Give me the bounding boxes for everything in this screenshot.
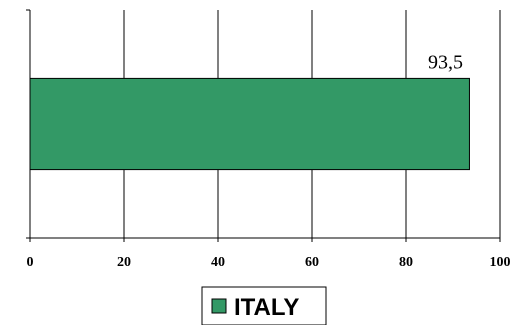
- x-tick-label: 60: [305, 255, 319, 270]
- legend-label: ITALY: [234, 294, 299, 321]
- x-tick-label: 0: [27, 255, 34, 270]
- x-tick-label: 80: [399, 255, 413, 270]
- legend-swatch-italy: [211, 298, 227, 314]
- x-tick-label: 20: [117, 255, 131, 270]
- x-tick-label: 100: [490, 255, 511, 270]
- x-tick-label: 40: [211, 255, 225, 270]
- data-labels: 93,5: [428, 51, 463, 73]
- legend: ITALY: [201, 286, 327, 326]
- x-axis-ticks: 0 20 40 60 80 100: [27, 238, 511, 270]
- data-label: 93,5: [428, 51, 463, 73]
- bar-italy: [29, 77, 470, 171]
- bars: [29, 77, 470, 171]
